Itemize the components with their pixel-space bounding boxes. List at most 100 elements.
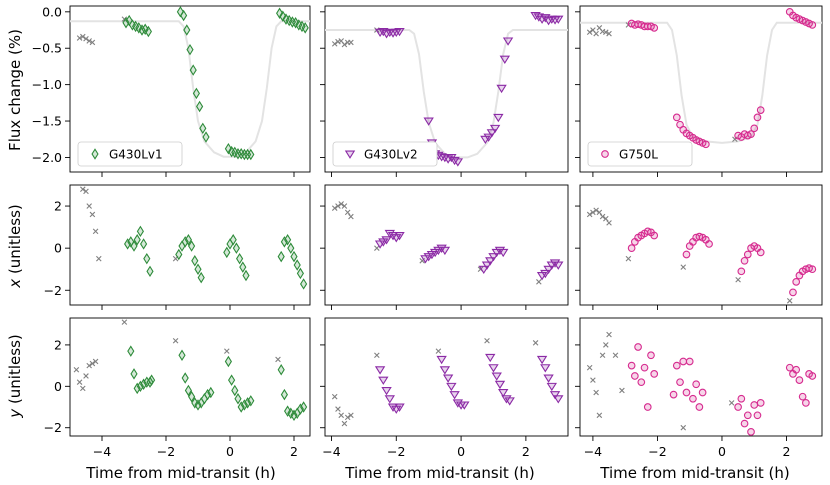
data-point <box>672 113 681 122</box>
data-point <box>536 355 548 365</box>
data-point <box>180 9 188 22</box>
data-point <box>143 252 151 265</box>
data-point <box>808 265 817 274</box>
x-tick-label: −2 <box>387 444 405 459</box>
y-tick-label: −1.5 <box>32 114 62 129</box>
data-point <box>676 378 684 387</box>
data-point <box>224 355 232 368</box>
data-point <box>734 403 742 411</box>
excluded-point <box>331 205 338 211</box>
data-point <box>442 374 454 383</box>
ylabel-flux: Flux change (%) <box>6 29 24 151</box>
excluded-point <box>593 207 599 214</box>
excluded-point <box>596 209 603 216</box>
data-point <box>138 24 146 36</box>
x-tick-label: 0 <box>226 444 234 459</box>
data-point <box>148 374 156 386</box>
data-point <box>384 28 395 38</box>
excluded-point <box>80 186 86 192</box>
data-point <box>127 345 135 357</box>
legend-box <box>587 141 693 167</box>
excluded-point <box>96 255 102 262</box>
data-point <box>446 382 457 392</box>
excluded-point <box>92 358 99 365</box>
data-point <box>647 351 655 360</box>
data-point <box>188 390 196 403</box>
data-point <box>374 366 386 375</box>
xlabel-panel-1: Time from mid-transit (h) <box>85 464 275 482</box>
data-point <box>194 263 202 275</box>
data-point <box>750 401 759 409</box>
ylabel-x: x (unitless) <box>6 204 24 288</box>
excluded-point <box>348 213 354 220</box>
data-point <box>232 242 240 254</box>
data-point <box>378 376 389 385</box>
x-tick-label: 0 <box>457 444 465 459</box>
data-point <box>540 364 551 373</box>
data-point <box>743 411 752 420</box>
data-point <box>753 411 762 420</box>
excluded-point <box>331 393 338 400</box>
data-point <box>640 363 649 372</box>
data-point <box>280 388 288 401</box>
data-point <box>650 370 659 378</box>
data-point <box>130 240 138 252</box>
x-tick-label: 0 <box>718 444 726 459</box>
excluded-point <box>331 41 338 47</box>
data-point <box>130 368 138 380</box>
data-point <box>293 259 301 271</box>
data-point <box>296 267 304 280</box>
data-point <box>223 246 231 259</box>
excluded-point <box>80 33 86 40</box>
legend: G430Lv1 <box>77 141 183 167</box>
data-point <box>808 372 817 380</box>
excluded-point <box>121 319 128 325</box>
excluded-point <box>786 298 793 304</box>
panel-G750L-xpos <box>575 184 823 310</box>
data-point <box>546 382 557 392</box>
excluded-point <box>374 352 380 359</box>
data-point <box>634 343 642 351</box>
excluded-point <box>603 342 609 348</box>
y-tick-label: 2 <box>54 337 62 352</box>
y-tick-label: 0.0 <box>42 4 62 19</box>
data-point <box>491 372 502 381</box>
data-point <box>423 117 434 126</box>
data-point <box>485 353 496 363</box>
data-point <box>483 133 494 142</box>
data-point <box>384 395 395 404</box>
data-point <box>231 384 239 397</box>
data-point <box>695 403 704 411</box>
panel-G430Lv2-xpos <box>320 184 569 310</box>
data-point <box>631 372 639 380</box>
data-point <box>247 395 255 407</box>
data-point <box>701 140 710 149</box>
data-point <box>181 236 189 248</box>
transit-model-line <box>580 21 822 144</box>
excluded-point <box>732 136 738 143</box>
data-point <box>279 10 287 22</box>
x-tick-label: 2 <box>783 444 791 459</box>
data-point <box>439 366 451 375</box>
data-point <box>789 288 797 297</box>
data-point <box>124 238 132 250</box>
data-point <box>186 43 194 56</box>
axes-frame <box>324 184 569 306</box>
excluded-point <box>89 39 96 46</box>
excluded-point <box>89 360 96 367</box>
data-point <box>239 261 247 273</box>
data-point <box>553 261 564 270</box>
excluded-point <box>83 373 89 379</box>
excluded-point <box>374 245 380 251</box>
transit-model-line <box>325 29 568 159</box>
data-point <box>449 391 460 400</box>
legend-label: G430Lv2 <box>364 148 418 162</box>
data-point <box>194 399 202 411</box>
excluded-point <box>603 215 609 222</box>
data-point <box>144 25 152 38</box>
excluded-point <box>172 337 179 344</box>
data-point <box>452 158 464 167</box>
data-point <box>743 250 752 259</box>
excluded-point <box>619 387 625 394</box>
x-tick-label: −2 <box>157 444 175 459</box>
